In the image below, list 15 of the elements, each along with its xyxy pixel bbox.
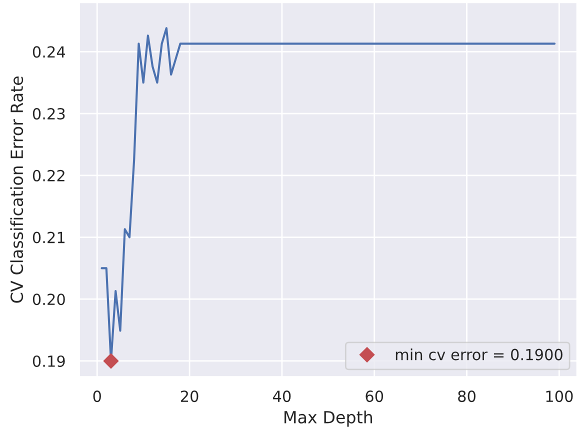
x-tick-label: 0 — [93, 390, 101, 402]
x-tick-label: 60 — [366, 390, 384, 402]
x-tick-label: 40 — [272, 390, 291, 402]
y-axis-title: CV Classification Error Rate — [10, 76, 24, 303]
x-tick-label: 20 — [180, 390, 198, 402]
y-tick-label: 0.24 — [32, 46, 66, 58]
x-axis-title: Max Depth — [284, 410, 372, 427]
y-tick-label: 0.21 — [32, 232, 65, 244]
y-tick-label: 0.19 — [32, 355, 65, 367]
x-tick-label: 100 — [546, 390, 573, 402]
legend-label: min cv error = 0.1900 — [396, 348, 562, 360]
y-tick-label: 0.23 — [32, 108, 65, 120]
x-tick-label: 80 — [458, 390, 476, 402]
y-tick-label: 0.22 — [32, 170, 64, 182]
y-tick-label: 0.20 — [32, 294, 65, 306]
